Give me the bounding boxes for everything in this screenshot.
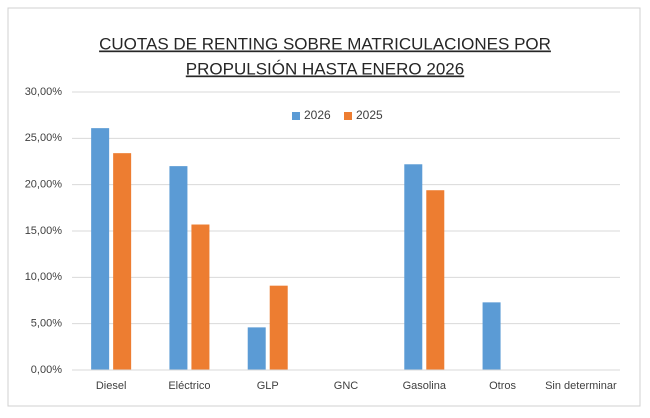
bar xyxy=(91,128,110,370)
bar xyxy=(269,285,288,370)
chart-title: PROPULSIÓN HASTA ENERO 2026 xyxy=(186,59,464,78)
bar xyxy=(482,302,501,370)
legend-label: 2025 xyxy=(356,108,383,122)
y-tick-label: 20,00% xyxy=(25,179,63,191)
y-tick-label: 0,00% xyxy=(31,364,62,376)
bar xyxy=(247,327,266,370)
x-tick-label: Otros xyxy=(489,380,516,392)
legend-label: 2026 xyxy=(304,108,331,122)
y-tick-label: 15,00% xyxy=(25,225,63,237)
bar xyxy=(169,166,188,370)
bar xyxy=(404,164,423,370)
legend-swatch xyxy=(292,112,300,120)
x-tick-label: Sin determinar xyxy=(545,380,617,392)
bar xyxy=(191,224,210,370)
chart-title: CUOTAS DE RENTING SOBRE MATRICULACIONES … xyxy=(99,34,551,53)
y-tick-label: 10,00% xyxy=(25,271,63,283)
x-tick-label: Eléctrico xyxy=(168,380,210,392)
x-tick-label: Gasolina xyxy=(403,380,447,392)
legend-swatch xyxy=(344,112,352,120)
x-tick-label: Diesel xyxy=(96,380,127,392)
bar xyxy=(113,153,132,370)
y-tick-label: 30,00% xyxy=(25,86,63,98)
bar xyxy=(426,190,445,370)
y-tick-label: 25,00% xyxy=(25,132,63,144)
y-tick-label: 5,00% xyxy=(31,318,62,330)
x-tick-label: GNC xyxy=(334,380,359,392)
x-tick-label: GLP xyxy=(257,380,279,392)
